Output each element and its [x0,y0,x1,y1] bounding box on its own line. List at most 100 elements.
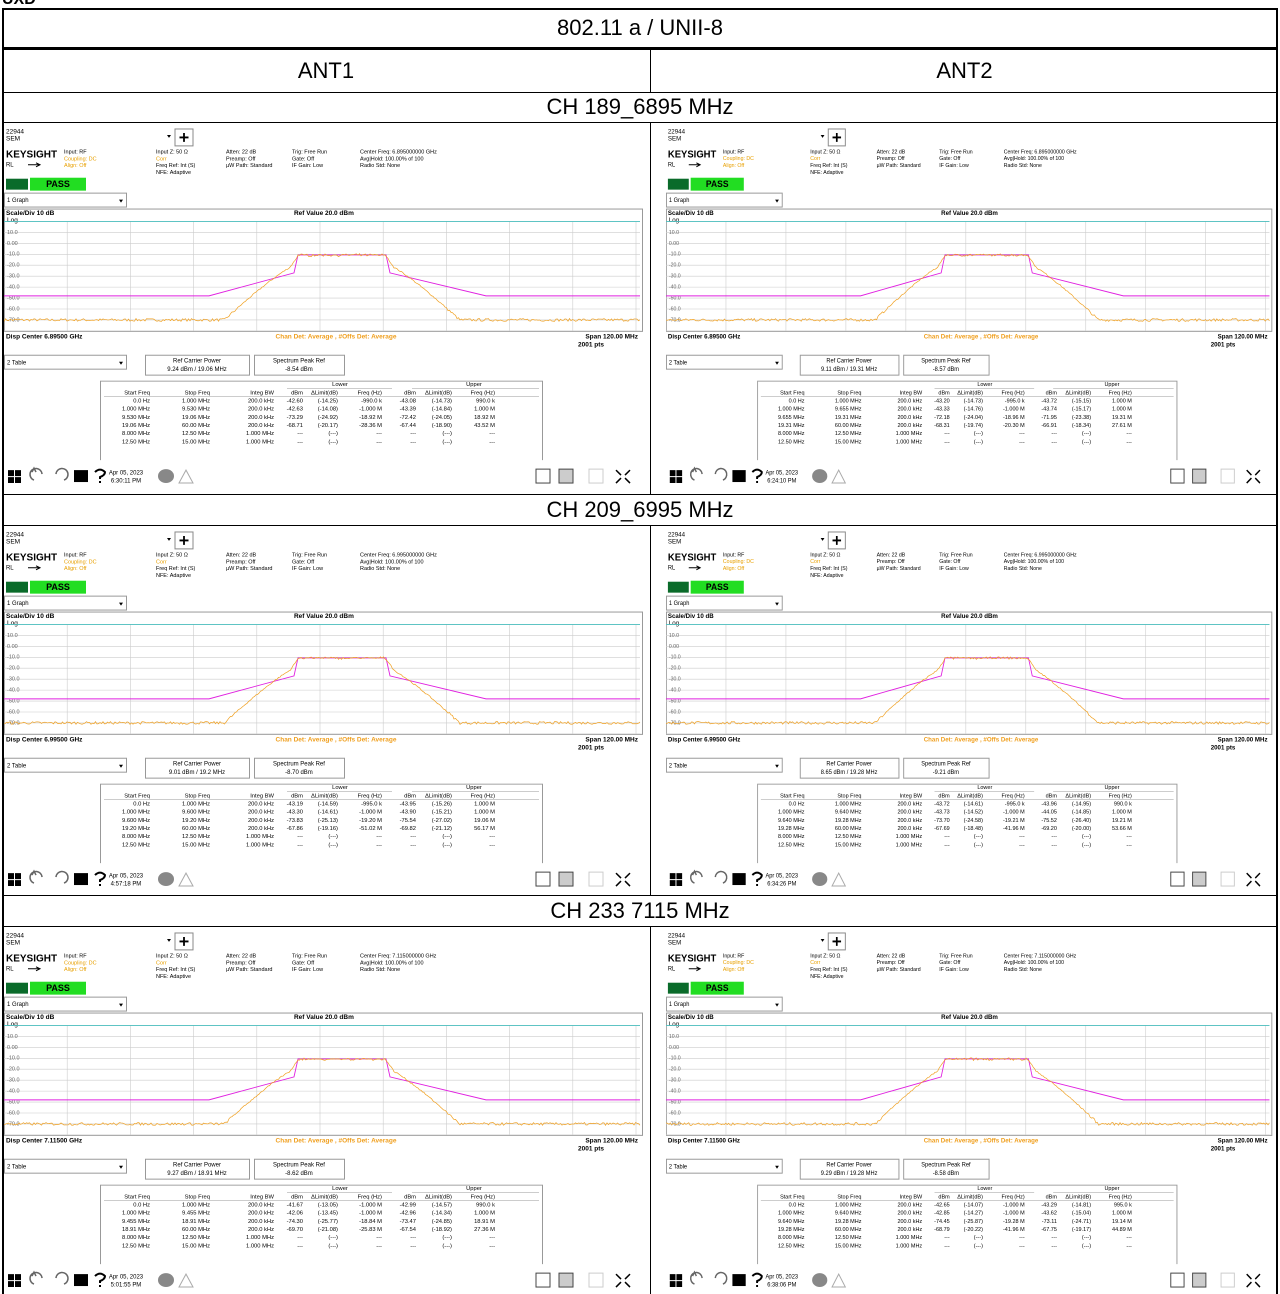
graph-select[interactable] [4,996,127,1012]
windows-icon[interactable] [669,873,683,887]
graph-select[interactable] [666,192,783,208]
fullscreen-icon[interactable] [1246,1273,1261,1288]
undo-icon[interactable] [689,466,703,481]
tool-icon[interactable] [1170,871,1185,887]
windows-icon[interactable] [669,470,683,484]
fullscreen-icon[interactable] [615,1273,631,1288]
tool-icon[interactable] [1220,468,1235,484]
chat-icon[interactable] [158,872,174,887]
fullscreen-icon[interactable] [1246,872,1261,887]
windows-icon[interactable] [8,1274,21,1288]
fullscreen-icon[interactable] [615,872,631,887]
tool-icon[interactable] [535,1272,551,1288]
table-cell: 1.000 M [1112,398,1132,404]
file-icon[interactable] [732,1274,746,1287]
alert-icon[interactable] [831,872,847,887]
undo-icon[interactable] [29,466,43,481]
windows-icon[interactable] [8,873,21,887]
file-icon[interactable] [74,470,88,483]
redo-icon[interactable] [55,467,69,481]
table-cell: 8.000 MHz [778,431,805,437]
table-cell: (-13.45) [318,1211,338,1217]
graph-select[interactable] [4,192,127,208]
redo-icon[interactable] [714,467,728,481]
windows-icon[interactable] [669,1274,683,1288]
label: IF Gain: Low [292,566,323,572]
chat-icon[interactable] [812,1273,828,1288]
redo-icon[interactable] [714,1271,728,1285]
file-icon[interactable] [732,470,746,483]
redo-icon[interactable] [55,1271,69,1285]
label: Atten: 22 dB [226,953,257,959]
file-icon[interactable] [732,873,746,886]
chat-icon[interactable] [812,872,828,887]
help-icon[interactable] [751,871,763,887]
graph-select[interactable] [4,595,127,611]
table-cell: 19.31 M [1112,415,1132,421]
redo-icon[interactable] [55,870,69,884]
tool-icon[interactable] [535,468,551,484]
tool-icon[interactable] [588,871,604,887]
table-select[interactable] [666,757,783,773]
tool-icon[interactable] [1220,871,1235,887]
help-icon[interactable] [751,468,763,484]
table-select[interactable] [4,354,127,370]
file-icon[interactable] [74,1274,88,1287]
alert-icon[interactable] [831,1273,847,1288]
label: 1 Graph [7,198,29,204]
chat-icon[interactable] [812,469,828,484]
file-icon[interactable] [74,873,88,886]
tool-icon[interactable] [558,468,574,484]
column-header: dBm [938,390,950,396]
y-label: -30.0 [7,274,20,280]
redo-icon[interactable] [714,870,728,884]
label: Ref Carrier Power [826,1162,872,1168]
chat-icon[interactable] [158,1273,174,1288]
table-cell: -42.99 [400,1203,416,1209]
tool-icon[interactable] [1192,468,1207,484]
table-cell: -990.0 k [361,399,382,405]
undo-icon[interactable] [689,1270,703,1285]
tool-icon[interactable] [588,468,604,484]
table-cell: --- [489,439,495,445]
alert-icon[interactable] [178,872,194,887]
label: Apr 05, 2023 [109,1275,144,1281]
tool-icon[interactable] [1170,468,1185,484]
fullscreen-icon[interactable] [615,469,631,484]
table-select[interactable] [666,354,783,370]
table-cell: -72.42 [400,415,416,421]
alert-icon[interactable] [178,469,194,484]
chat-icon[interactable] [158,469,174,484]
table-cell: 27.36 M [474,1227,495,1233]
graph-select[interactable] [666,595,783,611]
graph-select[interactable] [666,996,783,1012]
undo-icon[interactable] [689,869,703,884]
column-header: ΔLimit(dB) [957,793,983,799]
label: 6:30:11 PM [111,479,141,485]
tool-icon[interactable] [1220,1272,1235,1288]
undo-icon[interactable] [29,869,43,884]
tool-icon[interactable] [588,1272,604,1288]
fullscreen-icon[interactable] [1246,469,1261,484]
help-icon[interactable] [94,871,107,887]
alert-icon[interactable] [178,1273,194,1288]
table-select[interactable] [666,1158,783,1174]
undo-icon[interactable] [29,1270,43,1285]
tool-icon[interactable] [1170,1272,1185,1288]
alert-icon[interactable] [831,469,847,484]
help-icon[interactable] [94,468,107,484]
help-icon[interactable] [751,1272,763,1288]
tool-icon[interactable] [1192,871,1207,887]
help-icon[interactable] [94,1272,107,1288]
tool-icon[interactable] [1192,1272,1207,1288]
column-header: ΔLimit(dB) [311,1195,338,1201]
windows-icon[interactable] [8,470,21,484]
tool-icon[interactable] [558,871,574,887]
tool-icon[interactable] [558,1272,574,1288]
table-select[interactable] [4,1158,127,1174]
label: Input: RF [64,149,87,155]
label: Radio Std: None [360,163,400,169]
brand: KEYSIGHT [668,552,716,563]
tool-icon[interactable] [535,871,551,887]
table-select[interactable] [4,757,127,773]
